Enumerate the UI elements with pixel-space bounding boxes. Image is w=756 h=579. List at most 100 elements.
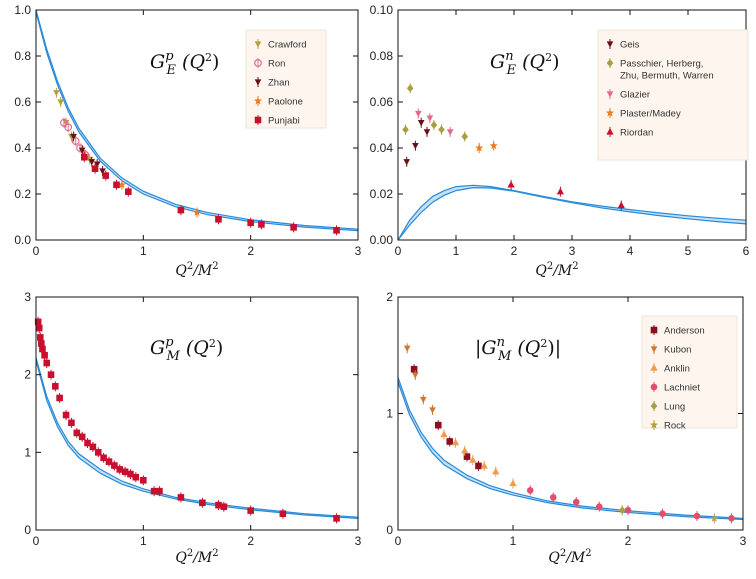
x-tick-label: 0 [395, 534, 402, 548]
series-0 [53, 87, 93, 165]
x-tick-label: 2 [247, 244, 254, 258]
data-point [102, 172, 110, 179]
data-point [41, 351, 48, 359]
x-tick-label: 1 [510, 534, 517, 548]
data-point [469, 456, 477, 463]
legend-label: Paolone [268, 97, 303, 108]
data-point [507, 180, 515, 188]
legend-box [597, 29, 749, 161]
series-1 [403, 343, 436, 416]
data-point [215, 501, 222, 509]
y-tick-label: 0 [386, 523, 393, 537]
data-point [426, 115, 434, 122]
legend-marker [650, 346, 658, 353]
y-tick-label: 0.08 [370, 49, 394, 63]
data-point [156, 487, 163, 495]
data-point [38, 340, 45, 347]
legend-label: Anklin [664, 364, 690, 375]
data-point [461, 446, 469, 454]
legend-label: Geis [620, 40, 640, 51]
chart-title: Gn E (Q2) [490, 49, 560, 78]
data-point [556, 187, 565, 195]
data-point [99, 168, 106, 175]
y-tick-label: 0.00 [370, 233, 394, 247]
x-axis-label: Q2/M2 [175, 261, 218, 279]
legend-label: Punjabi [268, 116, 300, 127]
data-point [403, 345, 411, 352]
data-point [94, 449, 102, 456]
chart-gmn: 0 1 2 3 0 1 2 Q2/M2 |Gn M (Q2)| Anderson Kubon Ankli… [386, 290, 746, 566]
data-point [492, 467, 500, 475]
data-point [526, 487, 534, 494]
x-tick-label: 3 [355, 534, 362, 548]
series-0 [34, 316, 340, 524]
data-point [549, 494, 557, 501]
data-point [100, 454, 107, 462]
data-point [411, 372, 419, 379]
data-point [88, 159, 96, 166]
data-point [121, 468, 129, 476]
x-tick-label: 2 [625, 534, 632, 548]
chart-gmp: 0 1 2 3 0 1 2 3 Q2/M2 Gp M (Q2) [24, 290, 361, 566]
data-point [710, 514, 719, 522]
chart-gep: 0 1 2 3 0.0 0.2 0.4 0.6 0.8 1.0 Q2/M2 Gp E (Q2) Crawf… [14, 3, 361, 279]
y-tick-label: 0.06 [370, 95, 394, 109]
data-point [417, 120, 425, 127]
data-point [617, 201, 625, 209]
data-point [463, 453, 471, 460]
legend: Geis Passchier, Herberg,Zhu, Bermuth, War… [597, 29, 749, 161]
data-point [434, 421, 442, 429]
data-point [62, 411, 70, 419]
chart-title: |Gn M (Q2)| [475, 335, 561, 364]
legend-marker [606, 41, 614, 48]
chart-title: Gp E (Q2) [150, 49, 219, 78]
data-point [429, 407, 436, 414]
chart-gen: 0 1 2 3 4 5 6 0.00 0.02 0.04 0.06 0.08 0.10 Q2/M2 Gn E … [370, 3, 750, 279]
data-point [125, 188, 132, 195]
series-1 [402, 83, 468, 142]
theory-band [398, 377, 743, 520]
x-tick-label: 0 [395, 244, 402, 258]
legend-label: Zhan [268, 78, 290, 89]
data-point [177, 494, 185, 501]
legend-marker [606, 59, 614, 67]
data-point [451, 438, 460, 446]
x-tick-label: 6 [743, 244, 750, 258]
series-2 [70, 131, 106, 176]
data-point [438, 125, 445, 134]
plot-frame [35, 296, 359, 531]
data-point [113, 181, 120, 189]
data-point [43, 359, 51, 367]
legend-box [641, 315, 738, 429]
legend-marker [606, 91, 614, 98]
legend-marker [650, 364, 658, 371]
data-point [402, 125, 409, 134]
data-point [446, 129, 454, 136]
y-tick-label: 1 [24, 445, 31, 459]
data-point [60, 118, 68, 127]
data-point [618, 506, 626, 515]
legend: Crawford Ron Zhan Paolone Punjabi [245, 29, 327, 129]
data-point [572, 498, 580, 506]
chart-title: Gp M (Q2) [150, 335, 223, 364]
data-point [78, 433, 86, 441]
data-point [475, 143, 484, 152]
data-point [728, 515, 735, 522]
data-point [659, 510, 666, 517]
y-tick-label: 0.0 [14, 233, 31, 247]
data-point [423, 129, 431, 136]
data-point [116, 466, 124, 473]
data-point [81, 153, 88, 161]
data-point [34, 318, 42, 326]
data-point [36, 334, 44, 341]
y-tick-label: 0.10 [370, 3, 394, 17]
data-point [446, 438, 454, 445]
legend-marker [650, 402, 658, 410]
y-tick-label: 2 [386, 290, 393, 304]
data-point [461, 132, 468, 141]
data-point [91, 165, 99, 172]
data-point [290, 224, 297, 231]
data-point [480, 461, 488, 469]
data-point [693, 512, 701, 520]
legend-label: Lung [664, 402, 685, 413]
